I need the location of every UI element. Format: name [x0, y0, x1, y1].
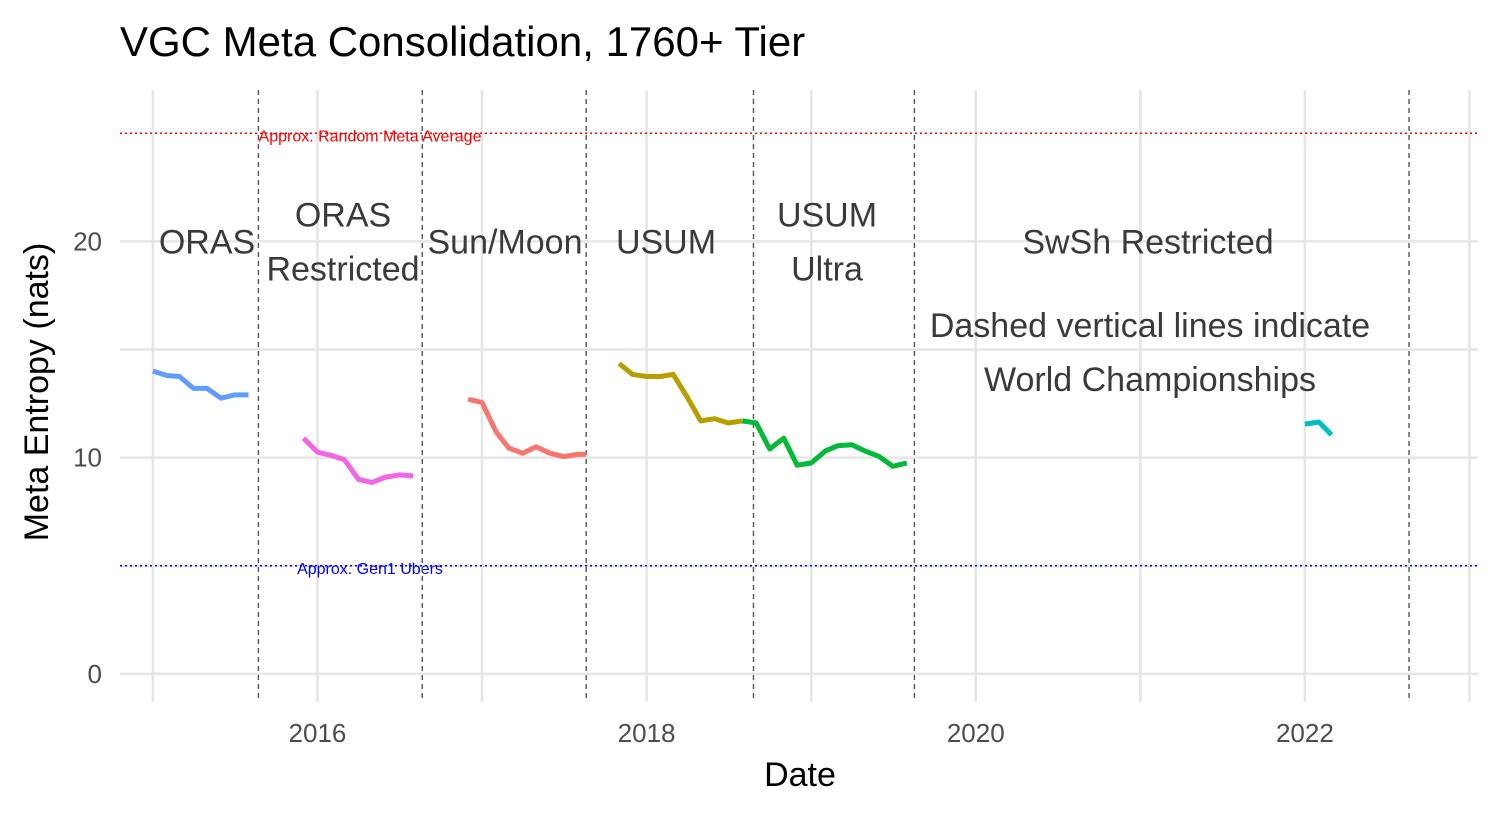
- series-lines: [152, 361, 1334, 485]
- series-line: [301, 436, 414, 485]
- reference-line-label: Approx. Gen1 Ubers: [297, 561, 443, 578]
- x-tick-label: 2020: [947, 718, 1005, 748]
- x-tick-label: 2018: [618, 718, 676, 748]
- reference-lines: Approx. Random Meta Average Approx. Gen1 …: [120, 128, 1478, 578]
- series-line: [152, 368, 249, 401]
- y-axis-title: Meta Entropy (nats): [18, 243, 56, 542]
- chart-title: VGC Meta Consolidation, 1760+ Tier: [120, 18, 805, 65]
- series-line: [1304, 419, 1334, 437]
- worlds-lines: [257, 90, 1410, 702]
- era-label: ORAS: [295, 196, 391, 234]
- series-line: [467, 396, 587, 460]
- era-label: ORAS: [159, 223, 255, 261]
- axes: 0 10 20 2016 2018 2020 2022: [73, 226, 1334, 748]
- era-label: Ultra: [791, 250, 863, 288]
- grid: [120, 90, 1478, 702]
- y-tick-label: 0: [88, 659, 102, 689]
- annotation-text: World Championships: [984, 361, 1316, 399]
- era-label: Sun/Moon: [428, 223, 583, 261]
- era-label: SwSh Restricted: [1022, 223, 1273, 261]
- era-label: USUM: [616, 223, 716, 261]
- era-label: Restricted: [266, 250, 419, 288]
- series-line: [741, 418, 908, 469]
- x-axis-title: Date: [764, 756, 836, 794]
- x-tick-label: 2016: [289, 718, 347, 748]
- era-label: USUM: [777, 196, 877, 234]
- reference-line-label: Approx. Random Meta Average: [259, 128, 482, 145]
- annotation-text: Dashed vertical lines indicate: [930, 307, 1370, 345]
- series-line: [617, 361, 743, 426]
- y-tick-label: 10: [73, 443, 102, 473]
- y-tick-label: 20: [73, 226, 102, 256]
- x-tick-label: 2022: [1276, 718, 1334, 748]
